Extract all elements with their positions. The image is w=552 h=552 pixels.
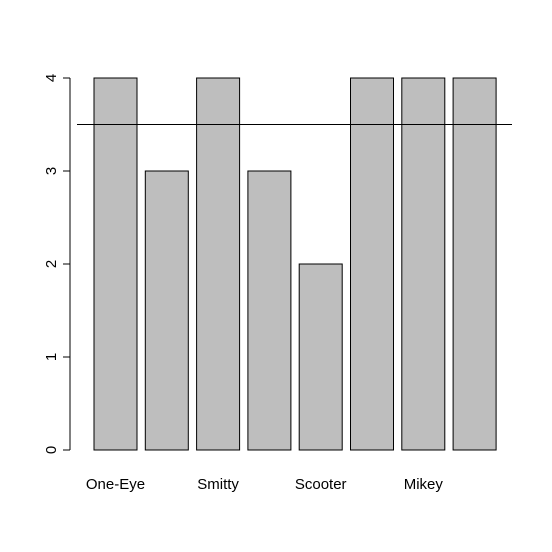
bar-5 (298, 263, 343, 451)
y-tick-label-4: 4 (43, 74, 60, 82)
bar-8 (452, 77, 497, 451)
x-label-5: Scooter (295, 476, 347, 493)
x-label-7: Mikey (404, 476, 444, 493)
y-tick-label-3: 3 (43, 167, 60, 175)
bar-2 (144, 170, 189, 451)
bar-3 (196, 77, 241, 451)
bar-6 (350, 77, 394, 451)
y-axis: 0 1 2 3 4 (43, 74, 71, 454)
bar-4 (247, 170, 292, 451)
y-tick-label-1: 1 (43, 353, 60, 361)
x-axis-labels: One-Eye Smitty Scooter Mikey (86, 476, 443, 493)
x-label-1: One-Eye (86, 476, 145, 493)
bar-1 (93, 77, 138, 451)
x-label-3: Smitty (197, 476, 239, 493)
bar-7 (401, 77, 446, 451)
bars-group (93, 77, 497, 451)
y-tick-label-0: 0 (43, 446, 60, 454)
y-tick-label-2: 2 (43, 260, 60, 268)
